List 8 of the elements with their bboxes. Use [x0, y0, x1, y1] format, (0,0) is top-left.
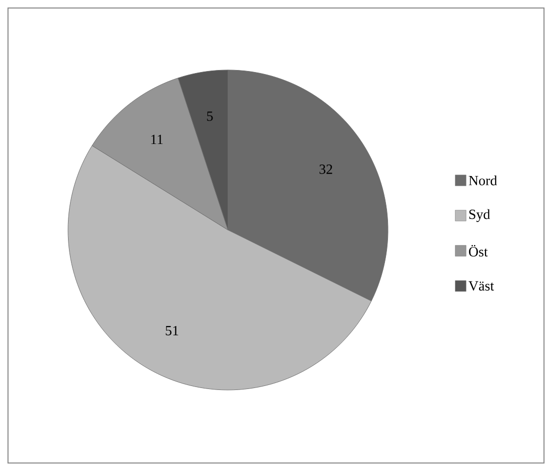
- data-label: 5: [207, 112, 213, 121]
- legend-label: Väst: [468, 281, 494, 291]
- data-label: 51: [166, 326, 178, 336]
- data-label: 11: [151, 134, 163, 144]
- legend-label: Öst: [468, 245, 488, 257]
- legend-label: Nord: [468, 175, 498, 186]
- legend-label: Syd: [469, 209, 490, 222]
- data-label: 32: [320, 164, 332, 174]
